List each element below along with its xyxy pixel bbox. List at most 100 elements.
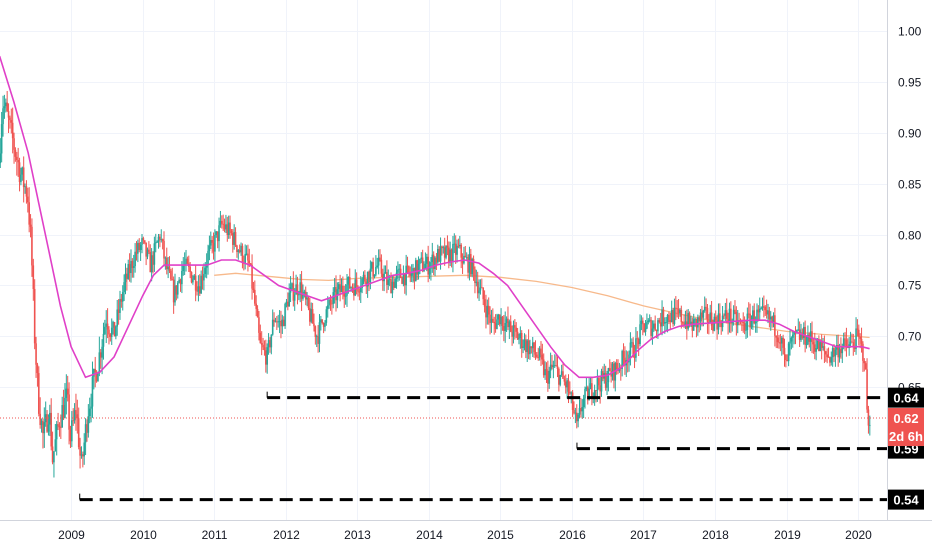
candle-body [551, 364, 553, 368]
candle-body [329, 299, 332, 304]
candle-body [255, 303, 257, 309]
candle-body [474, 269, 476, 284]
candle-body [542, 359, 545, 376]
candle-body [615, 362, 618, 369]
candle-body [771, 316, 773, 322]
candle-body [398, 268, 401, 270]
x-tick-label: 2016 [559, 528, 586, 542]
candle-body [637, 338, 640, 345]
candle-body [756, 309, 758, 322]
candle-body [91, 376, 94, 407]
candle-body [75, 410, 77, 415]
candle-body [553, 365, 556, 367]
candle-body [475, 281, 478, 284]
candle-body [266, 347, 268, 365]
x-tick-label: 2009 [58, 528, 85, 542]
candle-body [545, 369, 548, 371]
candle-body [654, 323, 656, 330]
level-badge-label: 0.54 [893, 493, 919, 508]
candle-body [668, 314, 670, 321]
candle-body [108, 329, 110, 335]
candle-body [321, 319, 324, 324]
candle-body [270, 334, 273, 348]
candle-body [69, 429, 72, 442]
candle-body [263, 347, 266, 351]
candle-body [443, 247, 446, 258]
candle-body [635, 338, 637, 358]
candle-body [392, 281, 395, 288]
candle-body [589, 383, 592, 389]
candle-body [677, 309, 680, 314]
candle-body [386, 272, 388, 286]
candle-body [530, 346, 533, 349]
candle-body [855, 328, 857, 349]
candle-body [782, 337, 784, 348]
price-axis[interactable]: 1.000.950.900.850.800.750.700.65 [898, 25, 922, 395]
candle-body [691, 321, 694, 331]
candle-body [344, 295, 347, 297]
candle-body [790, 337, 793, 342]
candle-body [17, 160, 19, 163]
candle-body [735, 311, 738, 326]
candle-body [427, 256, 429, 275]
candle-body [126, 273, 128, 279]
candle-body [472, 258, 475, 270]
candle-body [709, 312, 712, 323]
candle-body [233, 232, 235, 245]
candle-body [801, 333, 804, 338]
candle-body [376, 265, 379, 267]
candle-body [84, 424, 87, 443]
candle-body [425, 256, 428, 264]
candle-body [439, 246, 442, 262]
candle-body [265, 350, 267, 365]
candle-body [596, 378, 599, 391]
candle-body [467, 257, 469, 273]
candle-body [676, 308, 678, 310]
candle-body [680, 309, 683, 323]
candle-body [714, 316, 717, 321]
candle-body [783, 347, 786, 355]
candle-body [864, 363, 867, 370]
candle-body [727, 318, 729, 323]
candle-body [252, 288, 255, 290]
candle-body [487, 305, 490, 315]
candle-body [379, 257, 381, 260]
candle-body [377, 257, 380, 266]
candle-body [325, 309, 328, 323]
candle-body [732, 309, 735, 322]
candle-body [522, 346, 524, 348]
candle-body [29, 224, 32, 227]
candle-body [161, 239, 164, 241]
candle-body [511, 331, 513, 337]
candle-body [564, 381, 567, 388]
candle-body [340, 285, 343, 293]
candle-body [167, 266, 169, 270]
candle-body [824, 351, 827, 355]
candle-body [853, 346, 856, 349]
candle-body [789, 341, 791, 344]
candle-body [862, 343, 864, 361]
candle-body [94, 368, 97, 373]
candle-body [716, 320, 718, 330]
candle-body [33, 288, 36, 344]
candle-body [515, 327, 518, 332]
candle-body [818, 338, 820, 352]
candle-body [435, 257, 438, 263]
y-tick-label: 0.90 [898, 127, 922, 141]
time-axis[interactable]: 2009 2010 2011 2012 2013 2014 2015 2016 2017 2018… [58, 528, 872, 542]
candle-body [599, 385, 601, 392]
candle-body [569, 391, 571, 394]
candle-body [741, 321, 743, 323]
candle-body [381, 273, 384, 282]
candle-body [460, 244, 462, 258]
candle-body [597, 378, 600, 386]
candle-body [406, 265, 409, 267]
candle-body [402, 273, 405, 284]
candle-body [604, 373, 607, 388]
candle-body [470, 254, 472, 275]
candle-body [720, 322, 723, 328]
candle-body [798, 329, 801, 340]
candle-body [361, 279, 363, 288]
candle-body [397, 269, 399, 273]
